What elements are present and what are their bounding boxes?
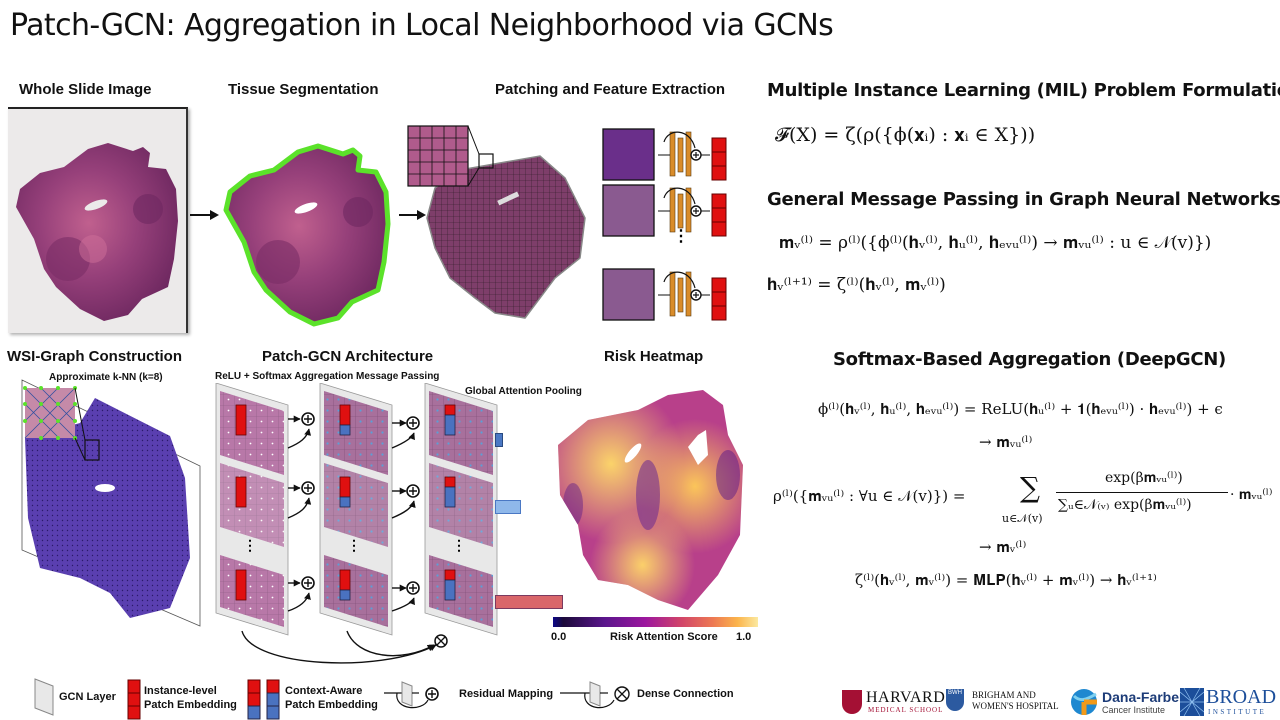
wsi-panel-title: Whole Slide Image <box>19 81 152 98</box>
harvard-shield-icon <box>842 690 862 714</box>
cnn-feature-extractor-diagram <box>602 128 727 321</box>
risk-colorbar <box>553 617 758 627</box>
architecture-panel-title: Patch-GCN Architecture <box>262 348 434 365</box>
patching-panel-title: Patching and Feature Extraction <box>495 81 726 98</box>
tissue-segmentation-image <box>223 143 391 327</box>
rho-output: → 𝐦ᵥ⁽ˡ⁾ <box>979 538 1027 556</box>
pipeline-arrow-head <box>210 210 219 220</box>
plus-node-icons <box>301 412 420 595</box>
patch-gcn-architecture-diagram: ⋮ ⋮ ⋮ <box>215 383 498 664</box>
harvard-logo-subtext: MEDICAL SCHOOL <box>868 706 944 714</box>
rho-equation-lhs: ρ⁽ˡ⁾({𝐦ᵥᵤ⁽ˡ⁾ : ∀u ∈ 𝒩(v)}) = <box>773 487 966 505</box>
rho-sum-subscript: u∈𝒩(v) <box>1002 512 1043 525</box>
attention-bar-2 <box>495 500 521 514</box>
dana-farber-logo-icon <box>1071 689 1097 715</box>
message-passing-section-title: General Message Passing in Graph Neural … <box>767 189 1280 210</box>
dana-farber-logo-subtext: Cancer Institute <box>1102 705 1166 715</box>
slide-title: Patch-GCN: Aggregation in Local Neighbor… <box>10 8 834 43</box>
colorbar-max-label: 1.0 <box>736 631 752 643</box>
pipeline-arrow-line <box>399 214 419 216</box>
colorbar-title: Risk Attention Score <box>610 631 718 643</box>
dense-connection-legend-icon <box>560 681 630 709</box>
legend-dense-connection: Dense Connection <box>637 688 734 700</box>
whole-slide-image-frame <box>8 107 188 333</box>
fraction-bar <box>1056 492 1228 493</box>
feature-row-2 <box>602 184 727 237</box>
phi-output: → 𝐦ᵥᵤ⁽ˡ⁾ <box>979 433 1033 451</box>
segmentation-panel-title: Tissue Segmentation <box>228 81 379 98</box>
legend-residual-mapping: Residual Mapping <box>459 688 554 700</box>
dense-connection-node-icon <box>434 634 448 648</box>
patched-slide-grid <box>407 125 586 319</box>
svg-text:⋮: ⋮ <box>452 537 466 553</box>
residual-connections <box>241 415 437 664</box>
colorbar-min-label: 0.0 <box>551 631 567 643</box>
message-passing-subtitle: ReLU + Softmax Aggregation Message Passi… <box>215 371 440 382</box>
whole-slide-tissue-image <box>16 143 178 321</box>
legend-context-line-1: Context-Aware <box>285 685 363 697</box>
feature-row-1 <box>602 128 727 181</box>
broad-logo-text: BROAD <box>1206 686 1277 708</box>
instance-embedding-legend-icon <box>127 679 141 720</box>
legend-instance-line-2: Patch Embedding <box>144 699 237 711</box>
mil-section-title: Multiple Instance Learning (MIL) Problem… <box>767 80 1280 101</box>
rho-numerator: exp(β𝐦ᵥᵤ⁽ˡ⁾) <box>1105 470 1183 486</box>
broad-logo-subtext: INSTITUTE <box>1208 708 1267 716</box>
feature-extraction-rows <box>602 128 752 328</box>
feature-row-3 <box>602 268 727 321</box>
rho-sum-symbol: ∑ <box>1020 471 1040 504</box>
wsi-graph-image <box>21 379 201 627</box>
rho-denominator: ∑ᵤ∈𝒩₍ᵥ₎ exp(β𝐦ᵥᵤ⁽ˡ⁾) <box>1058 497 1192 513</box>
attention-pooling-label: Global Attention Pooling <box>465 386 582 397</box>
zeta-equation: ζ⁽ˡ⁾(𝐡ᵥ⁽ˡ⁾, 𝐦ᵥ⁽ˡ⁾) = 𝐌𝐋𝐏(𝐡ᵥ⁽ˡ⁾ + 𝐦ᵥ⁽ˡ⁾) … <box>855 571 1157 589</box>
harvard-logo-text: HARVARD <box>866 689 946 706</box>
graph-panel-title: WSI-Graph Construction <box>7 348 182 365</box>
softmax-section-title: Softmax-Based Aggregation (DeepGCN) <box>833 349 1226 370</box>
legend-gcn-layer: GCN Layer <box>59 691 116 703</box>
gcn-layer-legend-icon <box>34 678 54 716</box>
risk-heatmap-image <box>558 390 743 610</box>
mil-equation: 𝓕(X) = ζ(ρ({ϕ(𝐱ᵢ) : 𝐱ᵢ ∈ X})) <box>775 124 1036 146</box>
context-embedding-legend-icon <box>247 679 280 720</box>
rho-tail: · 𝐦ᵥᵤ⁽ˡ⁾ <box>1230 487 1273 503</box>
attention-bar-1 <box>495 433 503 447</box>
bwh-badge-icon: BWH <box>946 689 964 711</box>
segmentation-outline <box>223 143 391 327</box>
broad-logo-icon <box>1180 688 1204 716</box>
message-equation: 𝐦ᵥ⁽ˡ⁾ = ρ⁽ˡ⁾({ϕ⁽ˡ⁾(𝐡ᵥ⁽ˡ⁾, 𝐡ᵤ⁽ˡ⁾, 𝐡ₑᵥᵤ⁽ˡ⁾… <box>779 233 1212 253</box>
attention-bar-3 <box>495 595 563 609</box>
gcn-layer-2: ⋮ <box>319 383 393 636</box>
pipeline-arrow-line <box>190 214 212 216</box>
gcn-layer-1: ⋮ <box>215 383 289 636</box>
legend-instance-line-1: Instance-level <box>144 685 217 697</box>
bwh-logo-line-2: WOMEN'S HOSPITAL <box>972 701 1059 711</box>
patch-zoom-inset <box>407 125 494 187</box>
pipeline-arrow-head <box>417 210 426 220</box>
bwh-logo-line-1: BRIGHAM AND <box>972 690 1036 700</box>
gcn-layer-3: ⋮ <box>424 383 498 636</box>
svg-text:⋮: ⋮ <box>347 537 361 553</box>
heatmap-panel-title: Risk Heatmap <box>604 348 704 365</box>
dana-farber-logo-text: Dana-Farber <box>1102 689 1185 705</box>
legend-context-line-2: Patch Embedding <box>285 699 378 711</box>
phi-equation: ϕ⁽ˡ⁾(𝐡ᵥ⁽ˡ⁾, 𝐡ᵤ⁽ˡ⁾, 𝐡ₑᵥᵤ⁽ˡ⁾) = ReLU(𝐡ᵤ⁽ˡ⁾… <box>818 400 1223 418</box>
knn-subtitle: Approximate k-NN (k=8) <box>49 372 163 383</box>
svg-text:⋮: ⋮ <box>243 537 257 553</box>
residual-mapping-legend-icon <box>384 681 439 709</box>
ellipsis: ⋮ <box>673 228 689 245</box>
knn-graph-inset <box>23 386 100 461</box>
update-equation: 𝐡ᵥ⁽ˡ⁺¹⁾ = ζ⁽ˡ⁾(𝐡ᵥ⁽ˡ⁾, 𝐦ᵥ⁽ˡ⁾) <box>767 275 946 295</box>
